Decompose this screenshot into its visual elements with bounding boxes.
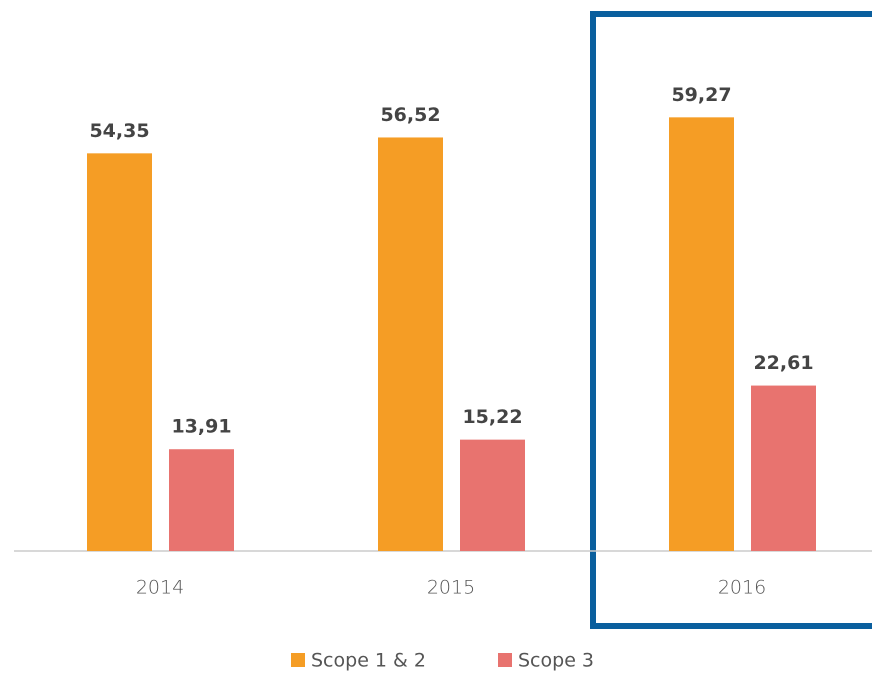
- legend-label: Scope 1 & 2: [311, 650, 426, 672]
- bar: [751, 385, 816, 551]
- x-tick-label: 2014: [136, 577, 184, 599]
- data-label: 56,52: [380, 104, 440, 126]
- data-label: 13,91: [171, 416, 231, 438]
- x-tick-label: 2015: [427, 577, 475, 599]
- data-label: 59,27: [671, 84, 731, 106]
- highlight-box: [590, 11, 872, 629]
- bar: [460, 439, 525, 551]
- legend-swatch: [498, 653, 512, 667]
- x-tick-label: 2016: [718, 577, 766, 599]
- legend-label: Scope 3: [518, 650, 594, 672]
- bar: [669, 117, 734, 552]
- bar: [87, 153, 152, 551]
- data-label: 22,61: [753, 352, 813, 374]
- legend-swatch: [291, 653, 305, 667]
- bar: [378, 137, 443, 551]
- data-label: 54,35: [89, 120, 149, 142]
- data-label: 15,22: [462, 406, 522, 428]
- bar: [169, 449, 234, 551]
